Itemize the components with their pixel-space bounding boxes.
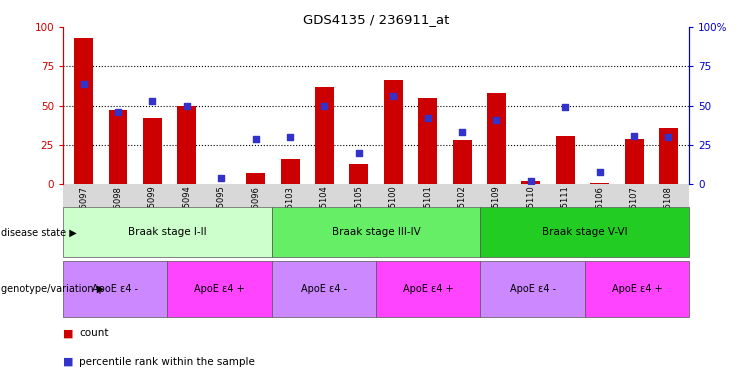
- Bar: [556, 136, 575, 184]
- Bar: [177, 106, 196, 184]
- Point: [525, 178, 536, 184]
- Point: [147, 98, 159, 104]
- Point: [456, 129, 468, 136]
- Bar: [143, 118, 162, 184]
- Point: [181, 103, 193, 109]
- Point: [216, 175, 227, 181]
- Text: ApoE ε4 +: ApoE ε4 +: [611, 284, 662, 294]
- Text: ApoE ε4 -: ApoE ε4 -: [301, 284, 347, 294]
- Bar: [453, 140, 471, 184]
- Point: [319, 103, 330, 109]
- Text: genotype/variation ▶: genotype/variation ▶: [1, 284, 107, 294]
- Text: ApoE ε4 +: ApoE ε4 +: [403, 284, 453, 294]
- Text: Braak stage I-II: Braak stage I-II: [128, 227, 207, 237]
- Bar: [281, 159, 299, 184]
- Bar: [418, 98, 437, 184]
- Text: percentile rank within the sample: percentile rank within the sample: [79, 357, 255, 367]
- Bar: [625, 139, 643, 184]
- Text: GDS4135 / 236911_at: GDS4135 / 236911_at: [303, 13, 449, 26]
- Bar: [487, 93, 506, 184]
- Bar: [384, 80, 402, 184]
- Point: [628, 132, 640, 139]
- Text: Braak stage V-VI: Braak stage V-VI: [542, 227, 628, 237]
- Point: [284, 134, 296, 140]
- Point: [594, 169, 605, 175]
- Bar: [315, 87, 334, 184]
- Bar: [659, 127, 678, 184]
- Bar: [74, 38, 93, 184]
- Point: [388, 93, 399, 99]
- Point: [491, 117, 502, 123]
- Text: ApoE ε4 -: ApoE ε4 -: [92, 284, 139, 294]
- Point: [250, 136, 262, 142]
- Point: [353, 150, 365, 156]
- Text: ■: ■: [63, 357, 73, 367]
- Point: [422, 115, 433, 121]
- Bar: [522, 181, 540, 184]
- Point: [662, 134, 674, 140]
- Text: ApoE ε4 -: ApoE ε4 -: [510, 284, 556, 294]
- Text: Braak stage III-IV: Braak stage III-IV: [332, 227, 420, 237]
- Text: ■: ■: [63, 328, 73, 338]
- Text: ApoE ε4 +: ApoE ε4 +: [194, 284, 245, 294]
- Point: [559, 104, 571, 110]
- Bar: [591, 183, 609, 184]
- Bar: [350, 164, 368, 184]
- Point: [78, 81, 90, 87]
- Bar: [109, 110, 127, 184]
- Text: disease state ▶: disease state ▶: [1, 227, 79, 237]
- Text: count: count: [79, 328, 109, 338]
- Point: [112, 109, 124, 115]
- Bar: [246, 173, 265, 184]
